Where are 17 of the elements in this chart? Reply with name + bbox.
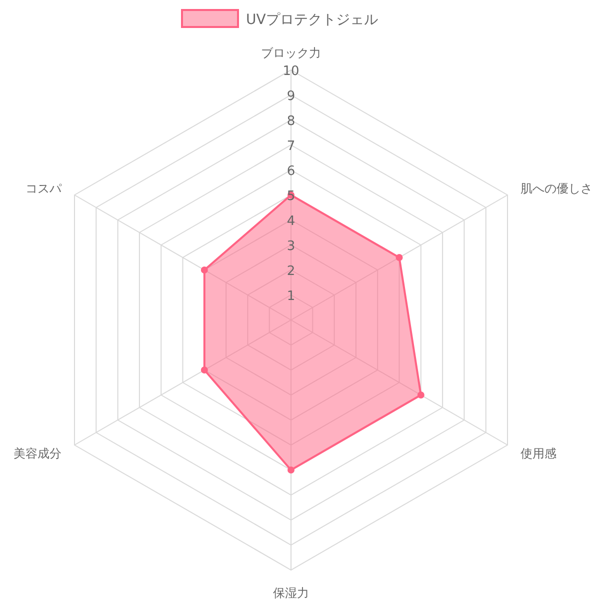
- y-tick-label: 1: [286, 289, 296, 304]
- y-tick-label: 4: [286, 214, 296, 229]
- spoke-label: 保湿力: [273, 586, 309, 600]
- y-tick-label: 8: [286, 114, 296, 129]
- y-tick-label: 7: [286, 139, 296, 154]
- y-tick-label: 5: [286, 189, 296, 204]
- y-tick-label: 6: [286, 164, 296, 179]
- spoke-label: ブロック力: [261, 46, 321, 60]
- y-tick-label: 9: [286, 89, 296, 104]
- y-tick-label: 10: [282, 64, 300, 79]
- y-tick-label: 3: [286, 239, 296, 254]
- spoke-label: 使用感: [520, 446, 556, 460]
- spoke-label: コスパ: [26, 182, 63, 196]
- spoke-label: 肌への優しさ: [520, 182, 592, 196]
- y-tick-label: 2: [286, 264, 296, 279]
- legend: UVプロテクトジェル: [246, 12, 378, 28]
- spoke-label: 美容成分: [14, 446, 62, 460]
